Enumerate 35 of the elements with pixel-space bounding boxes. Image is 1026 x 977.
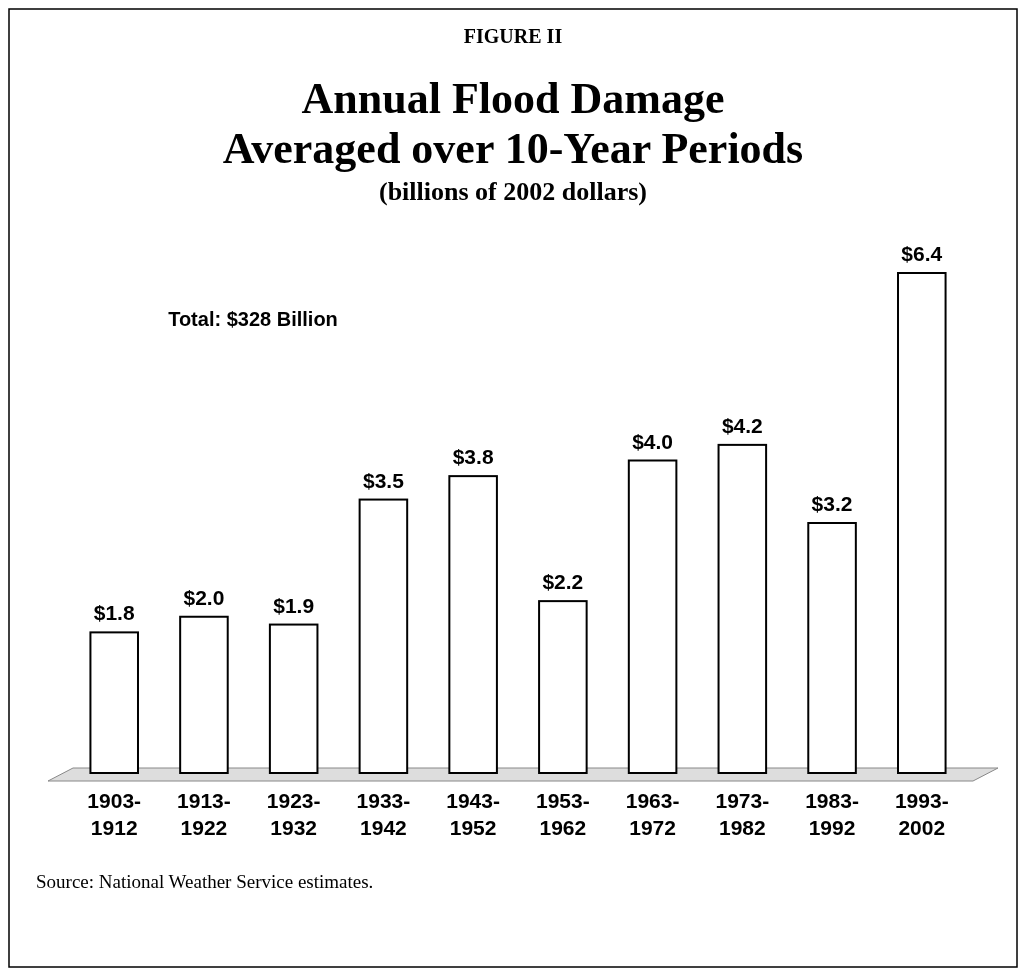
data-label: $3.8 (452, 445, 494, 469)
text: FIGURE II (463, 25, 563, 47)
bar (897, 272, 947, 774)
bar (538, 600, 588, 774)
bar (717, 443, 768, 774)
bar (268, 623, 319, 774)
source-note: Source: National Weather Service estimates. (36, 871, 374, 892)
data-label: $4.0 (632, 429, 674, 453)
data-label: $3.5 (362, 468, 405, 492)
x-tick-label: 1913-1922 (177, 789, 231, 839)
data-label: $1.8 (93, 601, 135, 625)
bar (358, 498, 409, 774)
data-label: $2.0 (183, 585, 225, 609)
data-label: $4.2 (721, 413, 763, 437)
x-tick-label: 1983-1992 (805, 789, 859, 839)
x-tick-label: 1973-1982 (715, 789, 770, 839)
x-tick-label: 1903-1912 (87, 789, 142, 839)
bar (807, 522, 857, 774)
data-label: $2.2 (542, 570, 584, 594)
bar (89, 631, 139, 774)
chart-subtitle: (billions of 2002 dollars) (379, 177, 647, 206)
x-tick-label: 1923-1932 (266, 789, 321, 839)
x-tick-label: 1963-1972 (625, 789, 680, 839)
bar (627, 459, 678, 774)
annotation: Total: $328 Billion (168, 308, 338, 330)
chart-title: Annual Flood Damage Averaged over 10-Year Periods (222, 74, 804, 173)
data-label: $3.2 (811, 492, 853, 515)
data-label: $6.4 (901, 242, 943, 265)
bar (179, 615, 229, 774)
x-tick-label: 1953-1962 (536, 789, 590, 839)
x-tick-label: 1943-1952 (446, 789, 500, 839)
x-tick-label: 1993-2002 (894, 789, 949, 839)
data-label: $1.9 (273, 593, 315, 617)
x-tick-label: 1933-1942 (356, 789, 411, 839)
bar (448, 475, 498, 774)
